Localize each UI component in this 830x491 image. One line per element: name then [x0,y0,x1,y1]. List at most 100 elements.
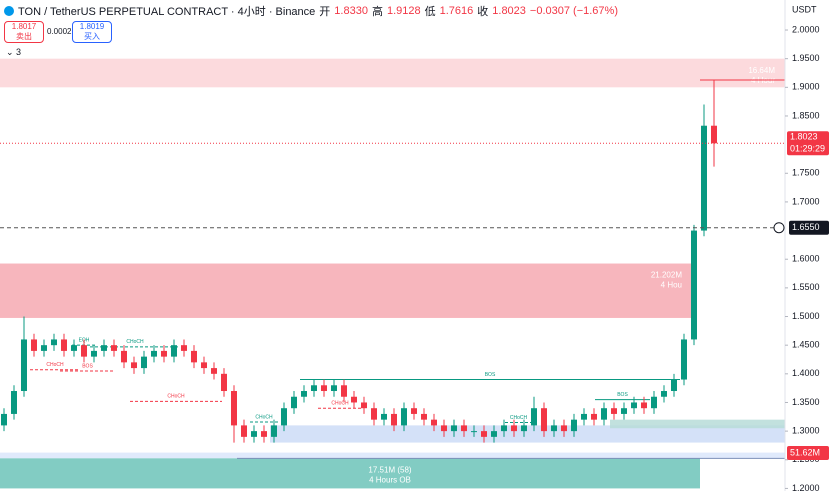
structure-label: CHoCH [331,401,349,407]
structure-label: BOS [485,372,496,378]
candle-body [201,362,207,369]
indicators-count: 3 [16,47,22,57]
y-tick-label: 1.5500 [792,282,820,292]
countdown: 01:29:29 [790,144,825,154]
candle-body [241,425,247,437]
candle-body [501,425,507,432]
candle-body [91,350,97,357]
candle-body [401,408,407,426]
zone [270,425,785,443]
zone-label: 16.64M [748,66,775,75]
y-tick-label: 1.9000 [792,82,820,92]
candle-body [591,413,597,420]
candle-body [181,345,187,351]
candle-body [351,396,357,403]
candle-body [41,345,47,351]
buy-label: 买入 [84,32,100,41]
candle-body [271,425,277,437]
candle-body [671,379,677,392]
currency: USDT [792,4,817,14]
sell-button[interactable]: 1.8017 卖出 [4,21,44,43]
y-tick-label: 1.7000 [792,196,820,206]
candle-body [521,425,527,432]
sell-label: 卖出 [16,32,32,41]
candle-body [71,345,77,351]
candle-body [651,396,657,409]
indicators-toggle[interactable]: ⌄ 3 [6,47,22,57]
sell-price: 1.8017 [11,22,37,31]
candle-body [81,345,87,357]
candle-body [581,413,587,420]
candle-body [551,425,557,432]
candle-body [141,356,147,369]
structure-label: CHoCH [510,415,528,421]
ohlc-label: 开 [319,6,331,18]
candle-body [471,431,477,433]
candle-body [171,345,177,357]
candle-body [461,425,467,432]
y-tick-label: 2.0000 [792,24,820,34]
symbol: TON / TetherUS PERPETUAL CONTRACT · 4小时 … [18,6,316,18]
candle-body [111,345,117,351]
candle-body [421,413,427,420]
ohlc-label: 高 [371,6,383,18]
y-tick-label: 1.3500 [792,397,820,407]
buy-price: 1.8019 [79,22,105,31]
candle-body [11,391,17,414]
header: TON / TetherUS PERPETUAL CONTRACT · 4小时 … [4,3,618,19]
y-tick-label: 1.7500 [792,168,820,178]
change: −0.0307 (−1.67%) [529,5,618,17]
candle-body [641,402,647,409]
candle-body [191,350,197,363]
structure-label: CHoCH [46,362,64,368]
last-price-label: 1.8023 [790,132,818,142]
candle-body [571,419,577,432]
candle-body [701,125,707,231]
zone-label: 21.202M [651,271,682,280]
candle-body [341,385,347,397]
structure-label: CHoCH [167,394,185,400]
crosshair-label: 1.6550 [792,222,820,232]
buy-button[interactable]: 1.8019 买入 [72,21,112,43]
candle-body [251,431,257,437]
candle-body [121,350,127,363]
candle-body [311,385,317,392]
structure-label: CHoCH [126,339,144,345]
candle-body [541,408,547,432]
volume-tag [787,446,829,460]
candle-body [441,425,447,432]
candle-body [281,408,287,426]
candle-body [561,425,567,432]
ohlc-label: 收 [477,6,489,18]
candle-body [31,339,37,351]
candle-body [101,345,107,351]
y-tick-label: 1.6000 [792,254,820,264]
crosshair-plus [773,222,785,234]
candle-body [21,339,27,392]
candle-body [431,419,437,426]
y-tick-label: 1.9500 [792,53,820,63]
candle-body [481,431,487,437]
y-tick-label: 1.5000 [792,311,820,321]
crosshair-tag [789,220,829,235]
candle-body [381,413,387,420]
zone-label: 17.51M (58) [368,465,411,474]
candle-body [261,431,267,437]
candle-body [161,350,167,357]
candle-body [231,391,237,426]
candle-body [711,125,717,144]
last-price-tag [787,131,829,156]
candle-body [221,373,227,392]
candle-body [531,408,537,426]
candle-body [151,350,157,357]
zone [0,263,692,318]
candle-body [681,339,687,380]
candle-body [321,385,327,392]
candle-body [611,408,617,414]
candle-body [601,408,607,420]
candle-body [491,431,497,437]
y-tick-label: 1.8500 [792,110,820,120]
y-tick-label: 1.3000 [792,425,820,435]
ohlc-value: 1.9128 [386,5,421,17]
